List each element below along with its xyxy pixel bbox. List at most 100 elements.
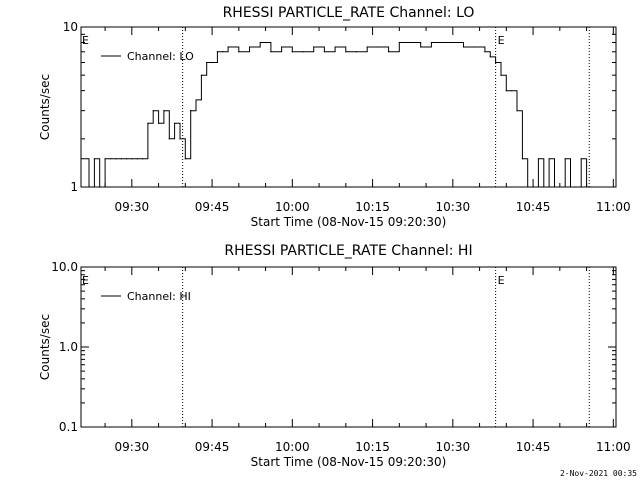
data-point xyxy=(532,186,534,188)
x-tick-label: 10:15 xyxy=(355,200,390,214)
data-point xyxy=(430,41,433,44)
x-tick-label: 11:00 xyxy=(596,440,631,454)
data-point xyxy=(569,186,572,188)
data-point xyxy=(125,158,128,160)
data-point xyxy=(179,138,181,140)
plot-timestamp: 2-Nov-2021 00:35 xyxy=(559,469,637,478)
data-point xyxy=(248,46,251,48)
data-point xyxy=(313,46,315,48)
y-tick-label: 1.0 xyxy=(59,340,78,354)
data-point xyxy=(505,90,507,92)
data-point xyxy=(302,51,304,53)
data-point xyxy=(559,186,561,188)
data-point xyxy=(585,186,588,188)
x-tick-label: 09:45 xyxy=(195,440,230,454)
data-point xyxy=(222,51,224,53)
legend-label: Channel: HI xyxy=(127,290,191,303)
x-tick-label: 11:00 xyxy=(596,200,631,214)
data-point xyxy=(591,186,593,188)
event-marker-label: E xyxy=(498,274,505,287)
data-point xyxy=(452,41,454,44)
x-tick-label: 09:30 xyxy=(115,440,150,454)
data-point xyxy=(109,158,112,160)
series-line-channel xyxy=(81,42,592,188)
data-point xyxy=(270,51,272,53)
data-point xyxy=(206,61,208,64)
chart-title: RHESSI PARTICLE_RATE Channel: LO xyxy=(223,5,475,21)
data-point xyxy=(334,46,336,48)
x-tick-label: 10:15 xyxy=(355,440,390,454)
data-point xyxy=(420,46,422,48)
data-point xyxy=(93,158,95,160)
data-point xyxy=(543,186,545,188)
data-point xyxy=(366,46,368,48)
data-point xyxy=(195,99,197,101)
x-tick-label: 10:00 xyxy=(275,440,310,454)
data-point xyxy=(548,158,550,160)
data-point xyxy=(281,46,283,48)
data-point xyxy=(147,122,149,124)
data-point xyxy=(511,90,513,92)
data-point xyxy=(580,158,582,160)
y-tick-label: 10.0 xyxy=(51,260,78,274)
data-point xyxy=(291,51,293,53)
data-point xyxy=(216,51,219,53)
data-point xyxy=(388,51,390,53)
data-point xyxy=(136,158,138,160)
data-point xyxy=(131,158,133,160)
data-point xyxy=(259,41,261,44)
data-point xyxy=(527,186,529,188)
y-axis-label: Counts/sec xyxy=(38,314,52,380)
data-point xyxy=(200,74,202,76)
x-tick-label: 09:45 xyxy=(195,200,230,214)
data-point xyxy=(115,158,117,160)
x-tick-label: 10:45 xyxy=(516,200,551,214)
data-point xyxy=(104,158,106,160)
data-point xyxy=(516,110,518,112)
data-point xyxy=(88,186,90,188)
data-point xyxy=(564,158,566,160)
data-point xyxy=(211,61,213,64)
data-point xyxy=(323,51,326,53)
data-point xyxy=(157,122,160,124)
data-point xyxy=(163,110,165,112)
x-tick-label: 10:45 xyxy=(516,440,551,454)
data-point xyxy=(168,138,170,140)
data-point xyxy=(355,51,358,53)
edge-event-label: E xyxy=(82,274,89,287)
data-point xyxy=(521,158,523,160)
chart-panel-1: RHESSI PARTICLE_RATE Channel: LO Counts/s… xyxy=(38,5,631,229)
data-point xyxy=(120,158,122,160)
x-axis-label: Start Time (08-Nov-15 09:20:30) xyxy=(251,455,447,469)
data-point xyxy=(184,158,186,160)
data-point xyxy=(484,51,486,53)
y-tick-label: 1 xyxy=(70,180,78,194)
data-point xyxy=(227,46,229,48)
data-point xyxy=(489,56,491,58)
edge-event-label: E xyxy=(82,34,89,47)
y-tick-label: 10 xyxy=(63,20,78,34)
x-tick-label: 10:00 xyxy=(275,200,310,214)
data-point xyxy=(99,186,101,188)
x-tick-label: 09:30 xyxy=(115,200,150,214)
data-point xyxy=(575,186,577,188)
x-tick-label: 10:30 xyxy=(436,200,471,214)
x-tick-label: 10:30 xyxy=(436,440,471,454)
plot-frame xyxy=(80,26,617,188)
data-point xyxy=(80,158,82,160)
data-point xyxy=(345,51,347,53)
data-point xyxy=(473,46,475,48)
data-point xyxy=(462,46,465,48)
data-point xyxy=(441,41,443,44)
event-marker-label: E xyxy=(498,34,505,47)
data-point xyxy=(152,110,154,112)
data-point xyxy=(495,61,497,64)
data-point xyxy=(537,158,540,160)
data-point xyxy=(377,46,379,48)
chart-title: RHESSI PARTICLE_RATE Channel: HI xyxy=(224,243,472,259)
data-point xyxy=(398,41,400,44)
y-tick-label: 0.1 xyxy=(59,420,78,434)
data-point xyxy=(190,110,192,112)
data-point xyxy=(141,158,144,160)
